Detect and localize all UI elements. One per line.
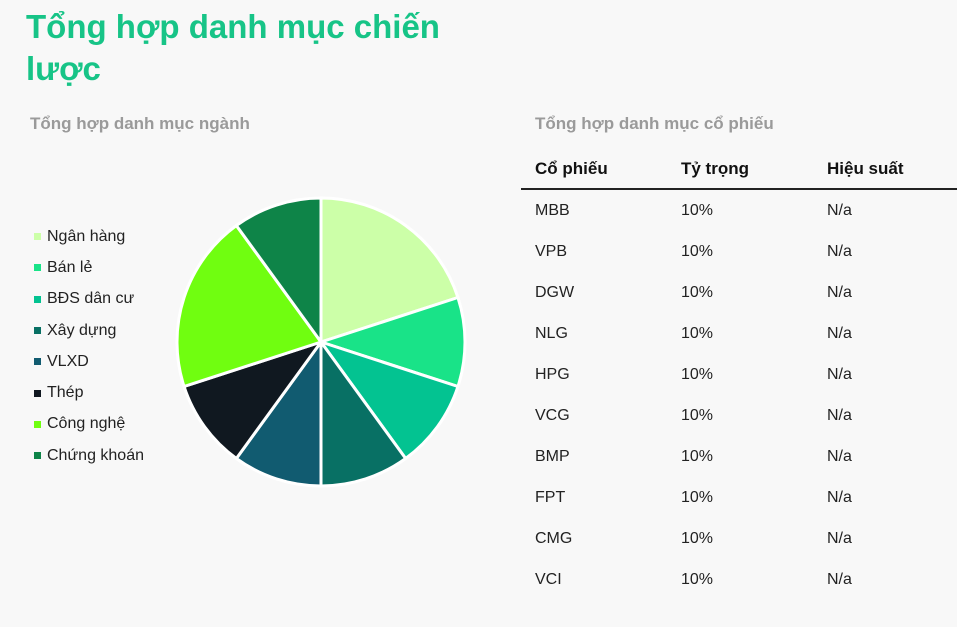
legend-item: Ngân hàng — [34, 221, 144, 252]
legend-swatch — [34, 233, 41, 241]
pie-slice — [234, 196, 323, 344]
cell-performance: N/a — [827, 242, 852, 260]
column-header-weight: Tỷ trọng — [667, 150, 813, 190]
legend-item: Chứng khoán — [34, 440, 144, 471]
legend-swatch — [34, 389, 41, 397]
cell-performance: N/a — [827, 448, 852, 466]
cell-weight: 10% — [681, 324, 714, 342]
cell-weight: 10% — [681, 283, 714, 301]
table-header-row: Cổ phiếu Tỷ trọng Hiệu suất — [521, 150, 957, 190]
legend-item: Thép — [34, 377, 144, 408]
table-row: VCG 10% N/a — [521, 395, 957, 436]
pie-slice — [319, 340, 460, 460]
pie-slice — [319, 340, 408, 488]
cell-weight: 10% — [681, 242, 714, 260]
table-row: HPG 10% N/a — [521, 354, 957, 395]
pie-slice — [182, 340, 323, 460]
legend-label: VLXD — [47, 352, 89, 370]
legend-label: Xây dựng — [47, 321, 117, 339]
cell-performance: N/a — [827, 201, 852, 219]
legend-swatch — [34, 420, 41, 428]
legend-item: BĐS dân cư — [34, 284, 144, 315]
legend-item: Xây dựng — [34, 315, 144, 346]
pie-legend: Ngân hàng Bán lẻ BĐS dân cư Xây dựng VLXD Thé… — [34, 221, 144, 471]
cell-weight: 10% — [681, 201, 714, 219]
legend-item: Bán lẻ — [34, 252, 144, 283]
cell-ticker: NLG — [535, 324, 568, 342]
legend-swatch — [34, 295, 41, 303]
legend-swatch — [34, 358, 41, 366]
cell-ticker: VCI — [535, 571, 562, 589]
cell-ticker: VPB — [535, 242, 568, 260]
cell-ticker: MBB — [535, 201, 570, 219]
cell-weight: 10% — [681, 530, 714, 548]
sector-pie-chart — [175, 196, 467, 488]
stock-table: Cổ phiếu Tỷ trọng Hiệu suất MBB 10% N/a VPB… — [521, 150, 957, 601]
cell-ticker: DGW — [535, 283, 575, 301]
pie-slice — [319, 196, 460, 344]
cell-weight: 10% — [681, 365, 714, 383]
table-row: NLG 10% N/a — [521, 313, 957, 354]
cell-weight: 10% — [681, 571, 714, 589]
cell-performance: N/a — [827, 407, 852, 425]
cell-ticker: CMG — [535, 530, 573, 548]
cell-performance: N/a — [827, 571, 852, 589]
cell-ticker: HPG — [535, 365, 570, 383]
stock-section-title: Tổng hợp danh mục cổ phiếu — [535, 114, 774, 133]
legend-label: BĐS dân cư — [47, 290, 135, 308]
cell-performance: N/a — [827, 324, 852, 342]
table-row: CMG 10% N/a — [521, 519, 957, 560]
cell-weight: 10% — [681, 489, 714, 507]
legend-item: VLXD — [34, 346, 144, 377]
table-row: BMP 10% N/a — [521, 437, 957, 478]
cell-ticker: VCG — [535, 407, 570, 425]
cell-ticker: BMP — [535, 448, 570, 466]
cell-performance: N/a — [827, 365, 852, 383]
column-header-performance: Hiệu suất — [813, 150, 957, 190]
column-header-ticker: Cổ phiếu — [521, 150, 667, 190]
cell-performance: N/a — [827, 283, 852, 301]
table-row: DGW 10% N/a — [521, 272, 957, 313]
cell-performance: N/a — [827, 530, 852, 548]
pie-slice — [319, 296, 467, 388]
pie-slice — [234, 340, 323, 488]
legend-label: Thép — [47, 384, 84, 402]
cell-weight: 10% — [681, 448, 714, 466]
cell-ticker: FPT — [535, 489, 566, 507]
pie-slice — [175, 224, 323, 388]
legend-label: Công nghệ — [47, 415, 126, 433]
legend-item: Công nghệ — [34, 409, 144, 440]
cell-performance: N/a — [827, 489, 852, 507]
page-title: Tổng hợp danh mục chiến lược — [26, 8, 440, 87]
legend-label: Bán lẻ — [47, 258, 93, 276]
table-row: VCI 10% N/a — [521, 560, 957, 601]
table-row: FPT 10% N/a — [521, 478, 957, 519]
legend-label: Ngân hàng — [47, 227, 126, 245]
legend-swatch — [34, 264, 41, 272]
sector-section-title: Tổng hợp danh mục ngành — [30, 114, 250, 133]
legend-swatch — [34, 327, 41, 335]
table-row: MBB 10% N/a — [521, 189, 957, 231]
legend-label: Chứng khoán — [47, 446, 144, 464]
table-row: VPB 10% N/a — [521, 231, 957, 272]
legend-swatch — [34, 452, 41, 460]
cell-weight: 10% — [681, 407, 714, 425]
